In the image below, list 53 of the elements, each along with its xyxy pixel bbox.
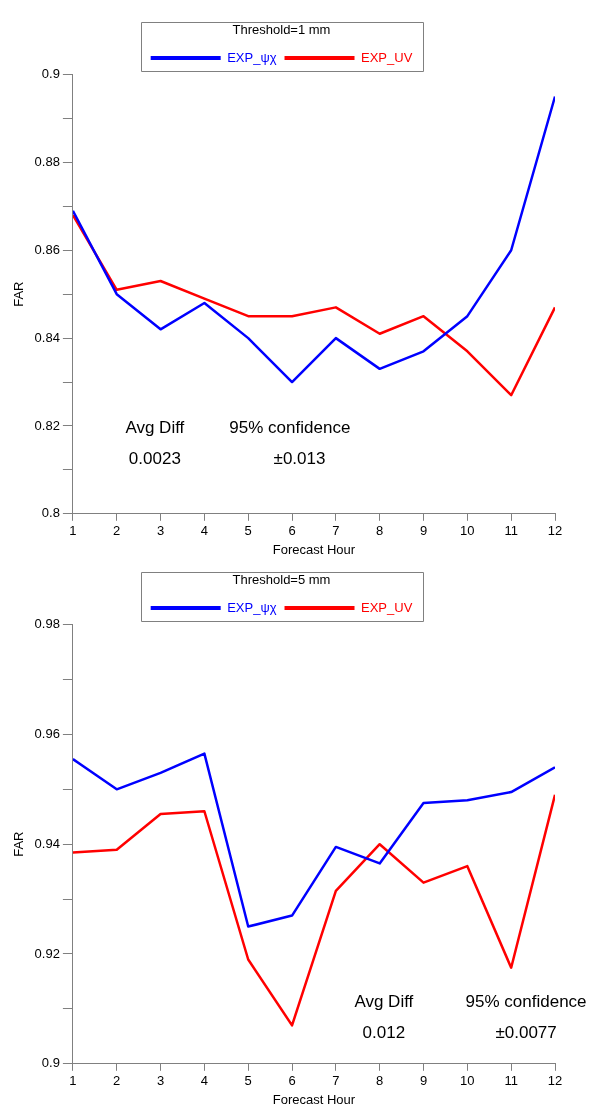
x-tick-label: 6 xyxy=(288,523,296,539)
y-tick-label: 0.88 xyxy=(34,154,60,170)
text: EXP_ψχ xyxy=(227,599,277,615)
x-tick-label: 3 xyxy=(156,523,165,539)
x-tick-label: 11 xyxy=(504,1073,518,1089)
y-tick-label: 0.98 xyxy=(34,616,60,632)
x-axis-title: Forecast Hour xyxy=(272,1091,356,1107)
x-tick-label: 6 xyxy=(288,1073,296,1089)
x-tick-label: 11 xyxy=(504,523,518,539)
x-tick-label: 5 xyxy=(244,1073,252,1089)
y-tick-label: 0.9 xyxy=(41,1055,60,1071)
annotation: 0.012 xyxy=(362,1022,406,1042)
annotation: 0.0023 xyxy=(128,448,181,468)
legend-title: Threshold=5 mm xyxy=(232,572,331,588)
y-tick-label: 0.92 xyxy=(34,945,60,961)
x-tick-label: 8 xyxy=(376,523,384,539)
y-tick-label: 0.94 xyxy=(34,835,60,851)
annotation: Avg Diff xyxy=(354,992,414,1011)
x-tick-label: 9 xyxy=(419,523,428,539)
y-tick-label: 0.9 xyxy=(41,66,60,82)
annotation: 95% confidence xyxy=(465,992,587,1011)
x-tick-label: 8 xyxy=(376,1073,384,1089)
y-tick-label: 0.84 xyxy=(34,329,60,345)
x-tick-label: 2 xyxy=(113,523,121,539)
y-tick-label: 0.82 xyxy=(34,417,60,433)
text: EXP_UV xyxy=(361,49,413,65)
x-tick-label: 5 xyxy=(244,523,252,539)
x-tick-label: 12 xyxy=(547,1073,563,1089)
y-tick-label: 0.96 xyxy=(34,725,60,741)
y-tick-label: 0.8 xyxy=(41,505,60,521)
x-tick-label: 10 xyxy=(460,1073,475,1089)
y-axis-title: FAR xyxy=(11,281,27,307)
x-tick-label: 3 xyxy=(156,1073,165,1089)
annotation: ±0.013 xyxy=(273,448,326,468)
text: EXP_UV xyxy=(361,599,413,615)
x-tick-label: 4 xyxy=(200,523,208,539)
x-tick-label: 10 xyxy=(460,523,475,539)
x-tick-label: 9 xyxy=(419,1073,428,1089)
x-tick-label: 7 xyxy=(332,1073,340,1089)
annotation: ±0.0077 xyxy=(495,1022,557,1042)
x-tick-label: 2 xyxy=(113,1073,121,1089)
y-tick-label: 0.86 xyxy=(34,241,60,257)
x-axis-title: Forecast Hour xyxy=(272,541,356,557)
x-tick-label: 1 xyxy=(69,523,77,539)
text: EXP_ψχ xyxy=(227,49,277,65)
annotation: 95% confidence xyxy=(229,417,351,437)
y-axis-title: FAR xyxy=(11,831,27,857)
x-tick-label: 1 xyxy=(69,1073,77,1089)
legend-title: Threshold=1 mm xyxy=(232,22,331,38)
x-tick-label: 12 xyxy=(547,523,563,539)
x-tick-label: 7 xyxy=(332,523,340,539)
annotation: Avg Diff xyxy=(125,417,185,437)
x-tick-label: 4 xyxy=(200,1073,208,1089)
